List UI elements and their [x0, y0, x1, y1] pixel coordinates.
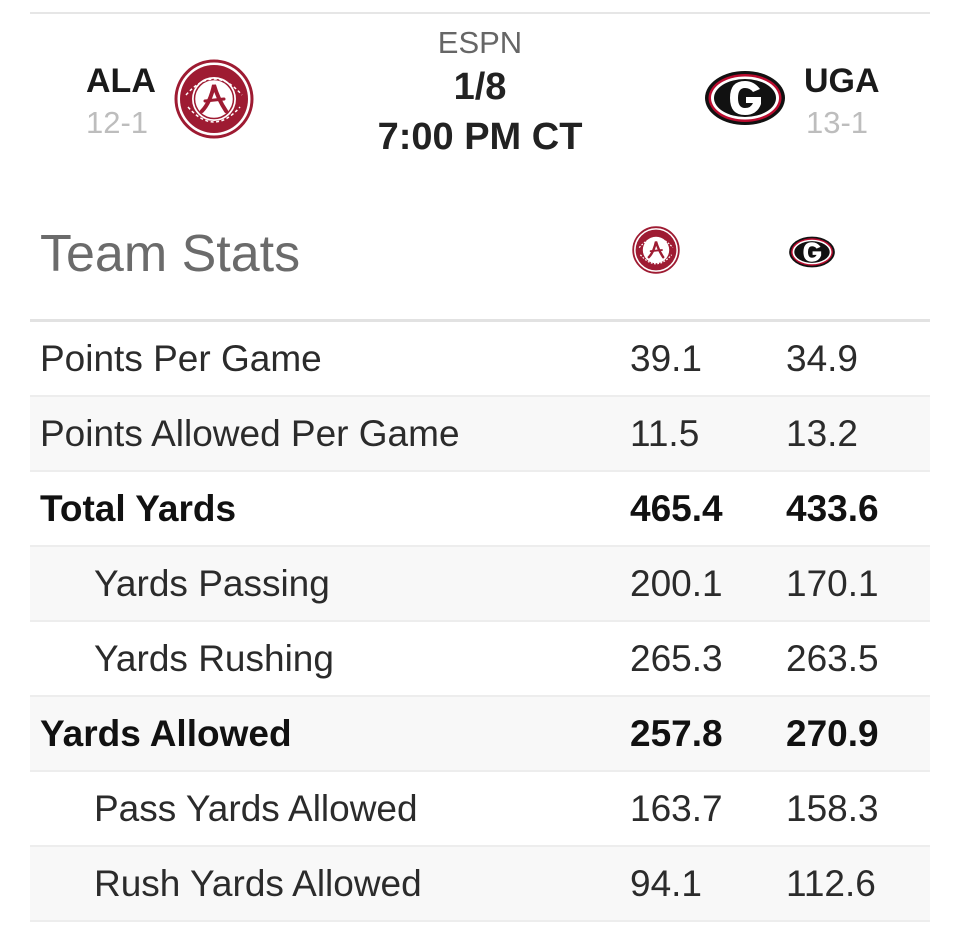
alabama-stat-value: 465.4 [630, 488, 723, 529]
table-row: Yards Passing 200.1 170.1 [30, 547, 930, 622]
table-row: Total Yards 465.4 433.6 [30, 472, 930, 547]
away-team-record: 13-1 [806, 105, 869, 140]
alabama-stat-value: 163.7 [630, 788, 723, 829]
georgia-stat-value: 433.6 [786, 488, 879, 529]
table-row: Rush Yards Allowed 94.1 112.6 [30, 847, 930, 922]
georgia-stat-value: 158.3 [786, 788, 879, 829]
georgia-stat-value: 270.9 [786, 713, 879, 754]
tv-network: ESPN [437, 25, 523, 60]
georgia-stat-value: 263.5 [786, 638, 879, 679]
alabama-stat-value: 257.8 [630, 713, 723, 754]
home-team-record: 12-1 [86, 105, 149, 140]
alabama-crimson-tide-logo-icon[interactable] [174, 59, 254, 139]
alabama-stat-value: 11.5 [630, 413, 700, 454]
game-time: 7:00 PM CT [377, 116, 583, 158]
table-row: Yards Allowed 257.8 270.9 [30, 697, 930, 772]
stat-label: Pass Yards Allowed [94, 788, 418, 829]
table-row: Points Allowed Per Game 11.5 13.2 [30, 397, 930, 472]
stats-header-divider [30, 319, 930, 322]
stat-label: Points Per Game [40, 338, 322, 379]
stat-label: Yards Allowed [40, 713, 292, 754]
georgia-stat-value: 13.2 [786, 413, 859, 454]
georgia-column-logo-icon [789, 236, 835, 268]
stat-label: Yards Rushing [94, 638, 334, 679]
table-row: Points Per Game 39.1 34.9 [30, 322, 930, 397]
stat-label: Points Allowed Per Game [40, 413, 460, 454]
stat-label: Rush Yards Allowed [94, 863, 422, 904]
table-row: Pass Yards Allowed 163.7 158.3 [30, 772, 930, 847]
home-team-abbr: ALA [86, 62, 156, 100]
alabama-column-logo-icon [632, 226, 680, 274]
georgia-stat-value: 112.6 [786, 863, 876, 904]
georgia-stat-value: 170.1 [786, 563, 879, 604]
top-divider [30, 12, 930, 14]
away-team-abbr: UGA [804, 62, 880, 100]
georgia-g-logo-icon[interactable] [704, 70, 786, 126]
alabama-stat-value: 265.3 [630, 638, 723, 679]
team-stats-table: Points Per Game 39.1 34.9 Points Allowed… [30, 322, 930, 922]
stat-label: Yards Passing [94, 563, 330, 604]
alabama-stat-value: 94.1 [630, 863, 703, 904]
table-row: Yards Rushing 265.3 263.5 [30, 622, 930, 697]
georgia-stat-value: 34.9 [786, 338, 859, 379]
game-date: 1/8 [453, 66, 507, 108]
section-title: Team Stats [40, 225, 301, 283]
alabama-stat-value: 39.1 [630, 338, 703, 379]
alabama-stat-value: 200.1 [630, 563, 723, 604]
game-info: ESPN 1/8 7:00 PM CT [330, 24, 630, 162]
stat-label: Total Yards [40, 488, 237, 529]
